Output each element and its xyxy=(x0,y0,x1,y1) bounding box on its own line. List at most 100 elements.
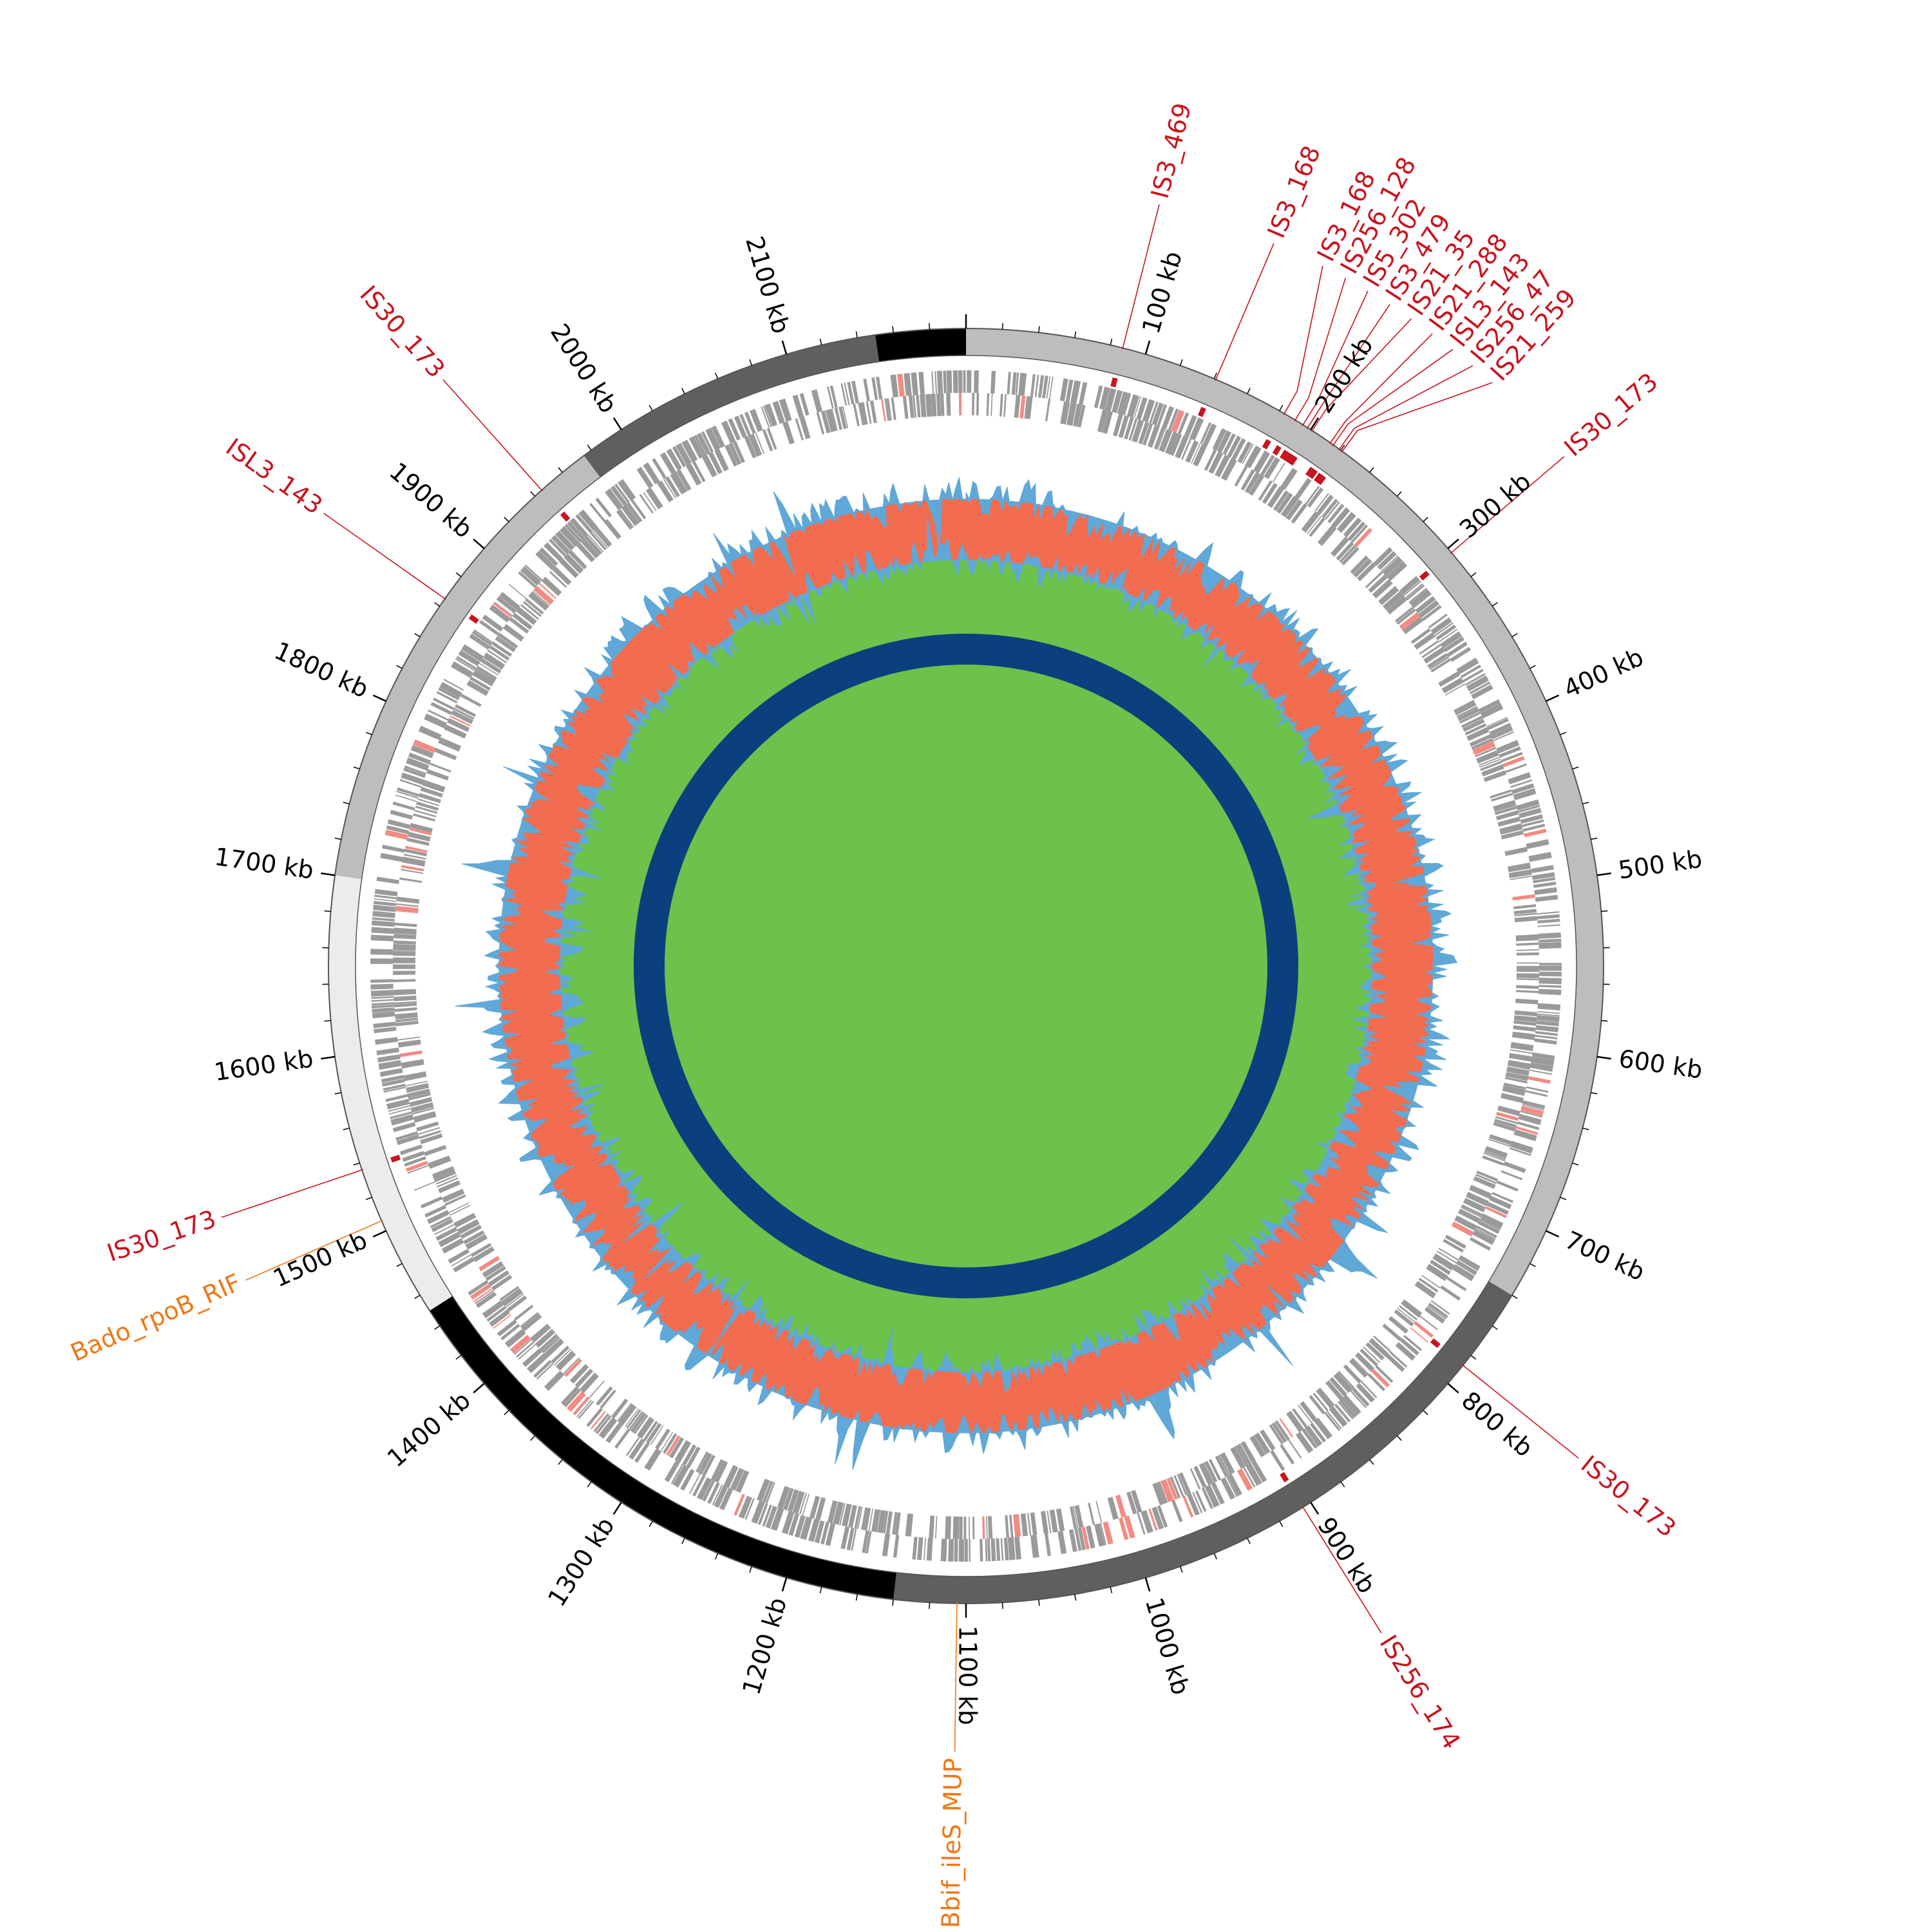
gene-block xyxy=(497,632,518,649)
gene-block xyxy=(1191,442,1201,464)
gene-block xyxy=(1395,1341,1416,1361)
minor-tick xyxy=(929,1602,931,1609)
gene-block xyxy=(1343,1364,1362,1384)
gene-block xyxy=(1204,1461,1218,1483)
gene-block xyxy=(1045,399,1051,422)
gene-block xyxy=(1215,1455,1228,1477)
gene-block xyxy=(1515,1126,1539,1135)
gene-block xyxy=(506,1295,527,1312)
gene-block xyxy=(985,1539,988,1562)
gene-block xyxy=(857,1506,863,1530)
gene-block xyxy=(782,421,795,444)
gene-block xyxy=(972,393,975,416)
minor-tick xyxy=(343,802,350,805)
gene-block xyxy=(1515,934,1539,942)
gene-block xyxy=(1099,386,1110,410)
contig-segment xyxy=(583,335,880,478)
gene-block xyxy=(1432,1253,1455,1271)
gene-block xyxy=(710,1459,724,1481)
minor-tick xyxy=(365,1197,372,1200)
gene-block xyxy=(1387,561,1408,581)
gene-block xyxy=(869,400,877,424)
gene-block xyxy=(934,371,938,394)
gene-block xyxy=(403,853,426,860)
gene-block xyxy=(1314,1417,1332,1439)
minor-tick xyxy=(1492,601,1498,607)
gene-block xyxy=(1440,631,1463,649)
gene-block xyxy=(1520,814,1544,824)
gene-block xyxy=(586,1407,603,1427)
gene-block xyxy=(1159,429,1173,453)
gene-block xyxy=(514,1304,534,1321)
gene-block xyxy=(1418,600,1439,618)
gene-block xyxy=(551,535,571,555)
major-tick xyxy=(372,1230,386,1238)
gene-block xyxy=(1350,555,1369,574)
gene-block xyxy=(1132,419,1144,443)
gene-block xyxy=(374,898,397,902)
gene-block xyxy=(1235,1444,1249,1466)
gene-block xyxy=(478,1256,500,1271)
gene-block xyxy=(461,644,484,662)
gene-block xyxy=(520,604,539,620)
gene-block xyxy=(381,1075,404,1083)
gene-block xyxy=(1321,498,1338,519)
gene-block xyxy=(1333,1372,1353,1393)
gene-block xyxy=(1244,471,1260,494)
gene-block xyxy=(393,996,417,1001)
gene-block xyxy=(387,819,411,829)
gene-block xyxy=(1520,1110,1543,1118)
gene-block xyxy=(1018,372,1027,396)
gene-block xyxy=(1292,1408,1308,1428)
gene-block xyxy=(982,1516,985,1539)
gene-block xyxy=(1352,1358,1369,1375)
contig-segment xyxy=(966,328,1604,1296)
gene-block xyxy=(1249,474,1265,496)
minor-tick xyxy=(1247,1538,1251,1544)
gene-block xyxy=(1410,589,1431,607)
gene-block xyxy=(402,1151,425,1162)
gene-block xyxy=(427,1209,450,1224)
gene-block xyxy=(1492,1191,1514,1203)
gene-block xyxy=(433,1224,455,1236)
minor-tick xyxy=(855,331,858,338)
gene-block xyxy=(1279,1417,1294,1438)
gene-block xyxy=(1537,1003,1561,1011)
gene-block xyxy=(1516,985,1539,989)
gene-block xyxy=(1503,1083,1526,1090)
gene-block xyxy=(393,943,416,951)
gene-block xyxy=(1024,396,1033,419)
gene-block xyxy=(1524,828,1547,838)
gene-block xyxy=(829,385,838,408)
minor-tick xyxy=(649,1520,653,1528)
gene-block xyxy=(1148,1508,1158,1531)
gene-block xyxy=(1438,671,1461,687)
gene-block xyxy=(1113,413,1123,437)
gene-block xyxy=(420,1196,443,1209)
gene-block xyxy=(1368,1338,1389,1357)
gene-block xyxy=(1475,1228,1496,1240)
gene-block xyxy=(1424,1306,1445,1324)
annotation-leader xyxy=(1461,1364,1579,1459)
gene-block xyxy=(1388,1316,1409,1334)
gene-block xyxy=(1339,544,1357,563)
major-tick xyxy=(1447,538,1459,549)
gene-block xyxy=(844,383,850,405)
minor-tick xyxy=(1572,766,1579,770)
gene-block xyxy=(512,612,533,630)
gene-block xyxy=(883,1510,889,1534)
gene-block xyxy=(696,432,711,455)
major-tick xyxy=(1447,1383,1459,1394)
gene-block xyxy=(1100,1522,1107,1546)
annotation-label: IS30_173 xyxy=(354,280,450,383)
gene-block xyxy=(1142,423,1153,446)
gene-block xyxy=(916,395,921,418)
gene-block xyxy=(1005,1515,1010,1538)
gene-block xyxy=(1452,1264,1475,1282)
gene-block xyxy=(825,1522,835,1546)
gene-block xyxy=(646,1423,662,1444)
gene-block xyxy=(393,957,416,963)
gene-block xyxy=(1181,438,1192,460)
gene-block xyxy=(663,478,676,499)
gene-block xyxy=(980,1539,983,1562)
